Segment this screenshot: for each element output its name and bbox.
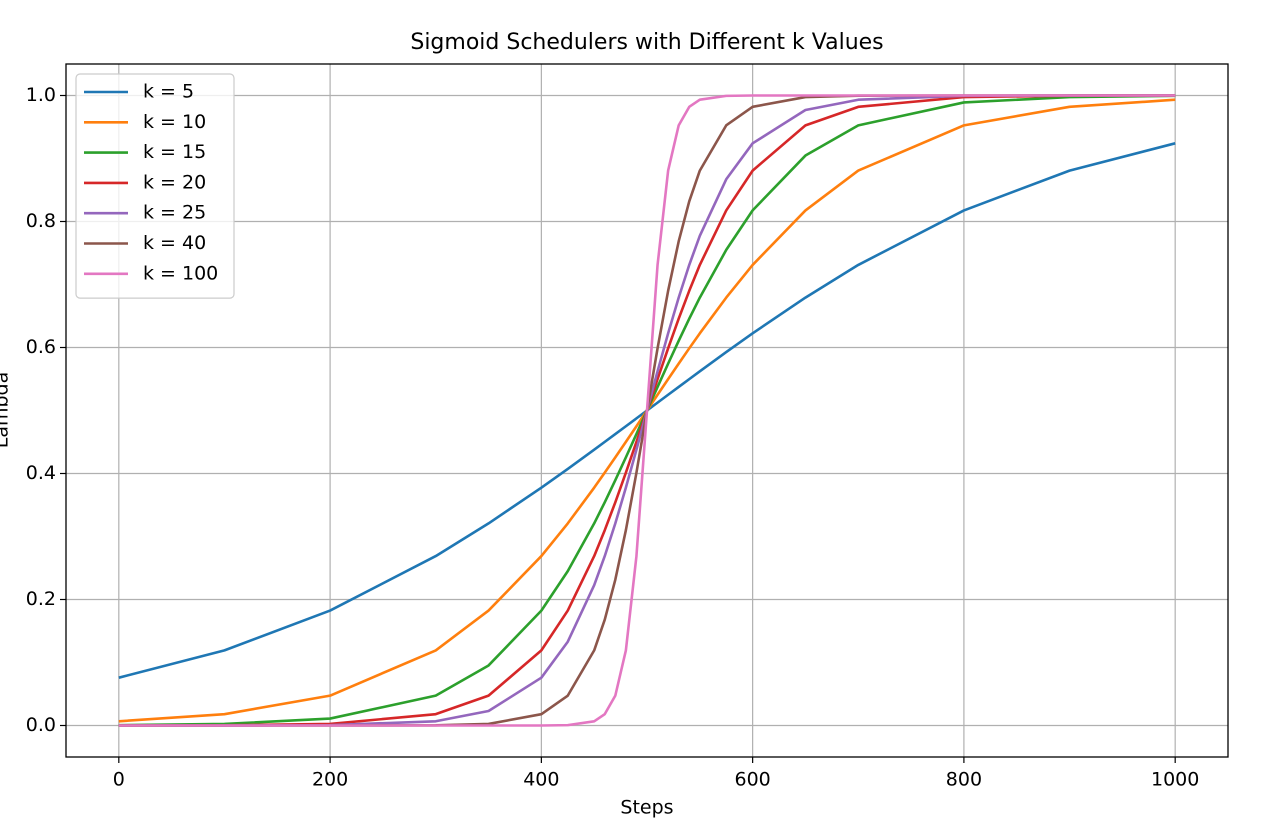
- legend: k = 5 k = 10 k = 15 k = 20 k = 25 k = 40 k = 1…: [75, 73, 235, 299]
- x-tick-label: 400: [523, 769, 559, 791]
- legend-label: k = 5: [143, 81, 194, 103]
- ticks: 0 200 400 600 800 1000 0.0 0.2 0.4 0.6 0.8 1.0: [26, 84, 1200, 791]
- y-axis-label: Lambda: [0, 372, 13, 449]
- legend-label: k = 15: [143, 141, 206, 163]
- x-axis-label: Steps: [620, 797, 673, 819]
- x-tick-label: 200: [312, 769, 348, 791]
- chart-title: Sigmoid Schedulers with Different k Valu…: [410, 30, 883, 55]
- lines: [118, 94, 1176, 727]
- series-line: [118, 94, 1176, 727]
- y-tick-label: 0.8: [26, 210, 56, 232]
- x-tick-label: 1000: [1151, 769, 1199, 791]
- y-tick-label: 0.0: [26, 714, 56, 736]
- x-tick-label: 0: [113, 769, 125, 791]
- y-tick-label: 0.4: [26, 462, 56, 484]
- x-tick-label: 800: [946, 769, 982, 791]
- plot-frame: [65, 63, 1229, 758]
- legend-label: k = 100: [143, 262, 218, 284]
- legend-label: k = 40: [143, 232, 206, 254]
- y-tick-label: 1.0: [26, 84, 56, 106]
- legend-label: k = 25: [143, 202, 206, 224]
- legend-label: k = 10: [143, 111, 206, 133]
- y-tick-label: 0.6: [26, 336, 56, 358]
- legend-box: [75, 73, 235, 299]
- grid: [66, 64, 1228, 757]
- legend-label: k = 20: [143, 171, 206, 193]
- y-tick-label: 0.2: [26, 588, 56, 610]
- x-tick-label: 600: [735, 769, 771, 791]
